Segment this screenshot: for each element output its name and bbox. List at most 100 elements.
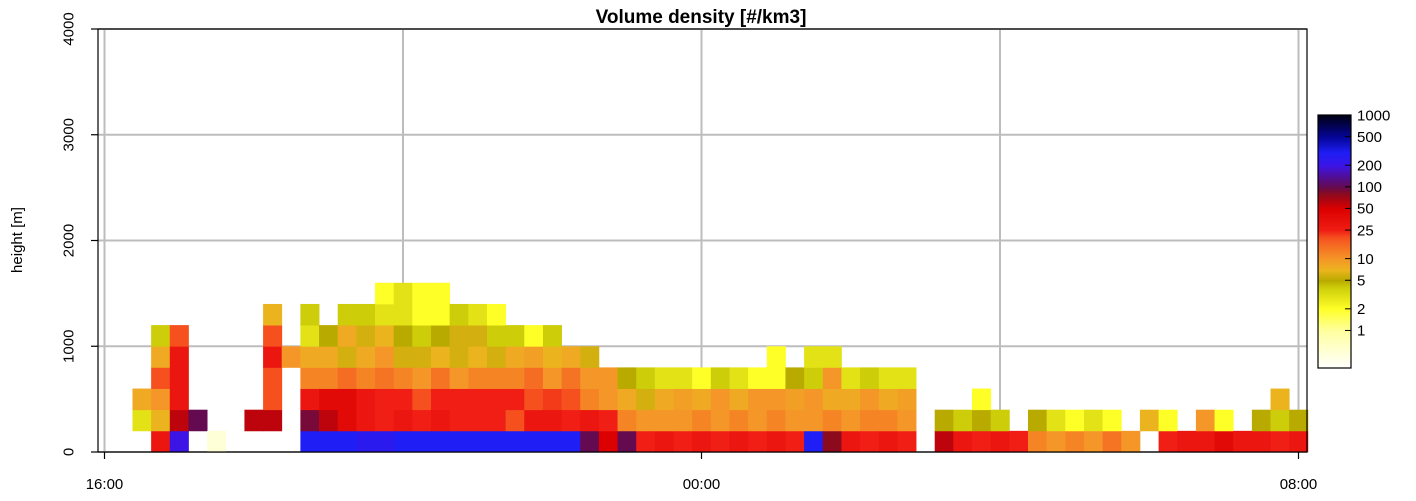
heatmap-cell bbox=[785, 367, 805, 389]
heatmap-cell bbox=[356, 409, 376, 432]
colorbar-segment bbox=[1318, 355, 1351, 358]
heatmap-cell bbox=[598, 430, 618, 453]
heatmap-cell bbox=[505, 409, 525, 432]
colorbar-segment bbox=[1318, 294, 1351, 297]
heatmap-cell bbox=[860, 430, 880, 453]
heatmap-cell bbox=[972, 430, 992, 453]
colorbar-segment bbox=[1318, 150, 1351, 154]
y-axis: 0 1000 2000 3000 4000 bbox=[60, 12, 98, 456]
colorbar-segment bbox=[1318, 241, 1351, 245]
heatmap-cell bbox=[990, 409, 1010, 432]
colorbar-segment bbox=[1318, 119, 1351, 122]
colorbar-segment bbox=[1318, 247, 1351, 251]
heatmap-cell bbox=[822, 388, 842, 411]
heatmap-cell bbox=[132, 388, 152, 411]
heatmap-cell bbox=[151, 430, 171, 453]
colorbar-segment bbox=[1318, 127, 1351, 131]
colorbar-segment bbox=[1318, 273, 1351, 276]
colorbar-segment bbox=[1318, 115, 1351, 118]
heatmap-cell bbox=[1177, 430, 1197, 453]
colorbar-tick-label: 25 bbox=[1357, 222, 1374, 239]
colorbar-segment bbox=[1318, 289, 1351, 293]
heatmap-cell bbox=[748, 388, 768, 411]
colorbar-segment bbox=[1318, 298, 1351, 302]
colorbar-segment bbox=[1318, 271, 1351, 274]
heatmap-cell bbox=[356, 325, 376, 347]
heatmap-cell bbox=[449, 409, 469, 432]
heatmap-cell bbox=[263, 367, 283, 389]
colorbar-segment bbox=[1318, 121, 1351, 124]
colorbar-segment bbox=[1318, 125, 1351, 129]
heatmap-cell bbox=[785, 409, 805, 432]
heatmap-cell bbox=[617, 430, 637, 453]
colorbar-segment bbox=[1318, 228, 1351, 232]
heatmap-cell bbox=[542, 367, 562, 389]
heatmap-cell bbox=[393, 346, 413, 368]
heatmap-cell bbox=[430, 282, 451, 305]
heatmap-cell bbox=[263, 346, 283, 368]
heatmap-cell bbox=[617, 409, 637, 432]
colorbar-segment bbox=[1318, 131, 1351, 135]
heatmap-cell bbox=[617, 388, 637, 411]
heatmap-cell bbox=[524, 346, 544, 368]
heatmap-cell bbox=[486, 325, 507, 347]
colorbar-segment bbox=[1318, 258, 1351, 261]
heatmap-cell bbox=[486, 388, 507, 411]
heatmap-cell bbox=[1195, 409, 1215, 432]
x-tick-label: 00:00 bbox=[683, 476, 721, 493]
heatmap-cell bbox=[1214, 430, 1234, 453]
heatmap-cell bbox=[636, 430, 656, 453]
heatmap-cell bbox=[169, 325, 189, 347]
heatmap-cell bbox=[729, 367, 749, 389]
heatmap-cell bbox=[710, 430, 730, 453]
heatmap-cell bbox=[319, 346, 339, 368]
colorbar-segment bbox=[1318, 264, 1351, 268]
heatmap-cell bbox=[486, 430, 507, 453]
colorbar-segment bbox=[1318, 165, 1351, 169]
heatmap-cell bbox=[692, 409, 712, 432]
colorbar-segment bbox=[1318, 351, 1351, 354]
colorbar-segment bbox=[1318, 365, 1351, 369]
heatmap-cell bbox=[505, 325, 525, 347]
y-axis-title: height [m] bbox=[9, 207, 26, 273]
y-tick-label: 2000 bbox=[60, 224, 77, 257]
heatmap-cell bbox=[337, 388, 357, 411]
heatmap-cell bbox=[151, 367, 171, 389]
heatmap-cell bbox=[822, 430, 842, 453]
heatmap-cell bbox=[375, 303, 395, 326]
colorbar-segment bbox=[1318, 256, 1351, 259]
colorbar-segment bbox=[1318, 334, 1351, 337]
heatmap-cell bbox=[430, 367, 451, 389]
heatmap-cell bbox=[151, 346, 171, 368]
heatmap-cell bbox=[766, 346, 786, 368]
heatmap-cell bbox=[561, 388, 581, 411]
chart-title: Volume density [#/km3] bbox=[596, 7, 807, 28]
heatmap-cell bbox=[710, 388, 730, 411]
heatmap-cell bbox=[841, 409, 861, 432]
colorbar-segment bbox=[1318, 315, 1351, 318]
heatmap-cell bbox=[1158, 409, 1178, 432]
colorbar-segment bbox=[1318, 300, 1351, 304]
heatmap-cell bbox=[580, 430, 600, 453]
colorbar-segment bbox=[1318, 163, 1351, 167]
heatmap-cell bbox=[300, 388, 320, 411]
colorbar-segment bbox=[1318, 292, 1351, 295]
colorbar-segment bbox=[1318, 230, 1351, 234]
heatmap-cell bbox=[636, 367, 656, 389]
colorbar-segment bbox=[1318, 178, 1351, 181]
colorbar-segment bbox=[1318, 283, 1351, 287]
heatmap-cell bbox=[953, 430, 973, 453]
heatmap-cell bbox=[710, 409, 730, 432]
heatmap-cell bbox=[132, 409, 152, 432]
colorbar-segment bbox=[1318, 216, 1351, 219]
heatmap-cell bbox=[673, 409, 693, 432]
colorbar-segment bbox=[1318, 279, 1351, 283]
colorbar-segment bbox=[1318, 136, 1351, 139]
heatmap-cell bbox=[486, 409, 507, 432]
heatmap-cell bbox=[468, 346, 488, 368]
colorbar-tick-label: 200 bbox=[1357, 157, 1382, 174]
heatmap-cell bbox=[766, 409, 786, 432]
heatmap-cell bbox=[337, 430, 357, 453]
heatmap-cell bbox=[1065, 409, 1085, 432]
